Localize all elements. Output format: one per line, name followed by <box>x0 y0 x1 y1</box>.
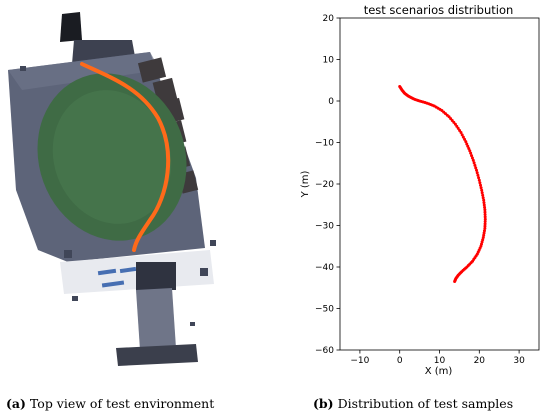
data-point <box>465 142 469 146</box>
data-point <box>466 144 470 148</box>
data-point <box>475 171 479 175</box>
x-axis: −10 0 10 20 30 <box>350 350 525 366</box>
data-point <box>463 137 467 141</box>
data-point <box>470 154 474 158</box>
point-cloud-panel <box>0 0 235 370</box>
data-point <box>470 156 474 160</box>
data-point <box>471 158 475 162</box>
data-point <box>467 147 471 151</box>
data-point <box>478 183 482 187</box>
data-point <box>479 186 483 190</box>
data-point <box>483 224 487 228</box>
bottom-block <box>116 344 198 366</box>
data-point <box>480 191 484 195</box>
data-point <box>478 181 482 185</box>
data-point <box>483 222 487 226</box>
distribution-chart: test scenarios distribution −10 0 10 20 30 −… <box>300 3 540 377</box>
data-point <box>482 233 486 237</box>
caption-b: (b) Distribution of test samples <box>313 396 513 411</box>
point-cloud-image <box>8 12 216 366</box>
distribution-chart-panel: test scenarios distribution −10 0 10 20 30 −… <box>295 0 550 385</box>
data-point <box>460 133 464 137</box>
chart-title: test scenarios distribution <box>364 3 514 17</box>
data-point <box>483 220 487 224</box>
caption-a: (a) Top view of test environment <box>6 396 214 411</box>
caption-a-text: Top view of test environment <box>29 396 215 411</box>
y-tick-label: 0 <box>328 97 334 107</box>
y-tick-label: −10 <box>315 139 334 149</box>
x-tick-label: 20 <box>474 356 486 366</box>
y-tick-label: −50 <box>315 305 334 315</box>
data-point <box>473 163 477 167</box>
plot-frame <box>339 17 540 351</box>
entrance-block <box>136 262 176 290</box>
tower-top <box>60 12 82 42</box>
data-point <box>483 210 487 214</box>
data-point <box>483 226 487 230</box>
data-point <box>476 173 480 177</box>
caption-b-label: (b) <box>313 396 334 411</box>
data-point <box>482 201 486 205</box>
data-point <box>483 217 487 221</box>
y-axis: −60 −50 −40 −30 −20 −10 0 10 20 <box>315 14 340 356</box>
x-tick-label: −10 <box>350 356 369 366</box>
data-points <box>398 84 487 284</box>
data-point <box>474 166 478 170</box>
data-point <box>475 168 479 172</box>
data-point <box>480 188 484 192</box>
data-point <box>482 231 486 235</box>
x-tick-label: 30 <box>513 356 525 366</box>
y-tick-label: 20 <box>323 14 335 24</box>
data-point <box>483 205 487 209</box>
data-point <box>453 280 457 284</box>
y-tick-label: −30 <box>315 222 334 232</box>
data-point <box>477 178 481 182</box>
y-tick-label: 10 <box>323 56 335 66</box>
data-point <box>483 215 487 219</box>
caption-b-text: Distribution of test samples <box>337 396 514 411</box>
y-axis-label: Y (m) <box>300 170 311 198</box>
x-tick-label: 10 <box>434 356 446 366</box>
data-point <box>469 151 473 155</box>
x-tick-label: 0 <box>397 356 403 366</box>
y-tick-label: −60 <box>315 346 334 356</box>
caption-a-label: (a) <box>6 396 26 411</box>
data-point <box>481 196 485 200</box>
orange-trajectory <box>80 62 171 252</box>
data-point <box>468 149 472 153</box>
data-point <box>477 176 481 180</box>
y-tick-label: −20 <box>315 180 334 190</box>
data-point <box>472 161 476 165</box>
y-tick-label: −40 <box>315 263 334 273</box>
data-point <box>464 140 468 144</box>
data-point <box>459 131 463 135</box>
data-point <box>483 213 487 217</box>
walkway <box>136 288 176 350</box>
data-point <box>481 193 485 197</box>
data-point <box>482 203 486 207</box>
data-point <box>483 208 487 212</box>
data-point <box>461 135 465 139</box>
data-point <box>482 198 486 202</box>
data-point <box>482 229 486 233</box>
x-axis-label: X (m) <box>425 366 453 377</box>
